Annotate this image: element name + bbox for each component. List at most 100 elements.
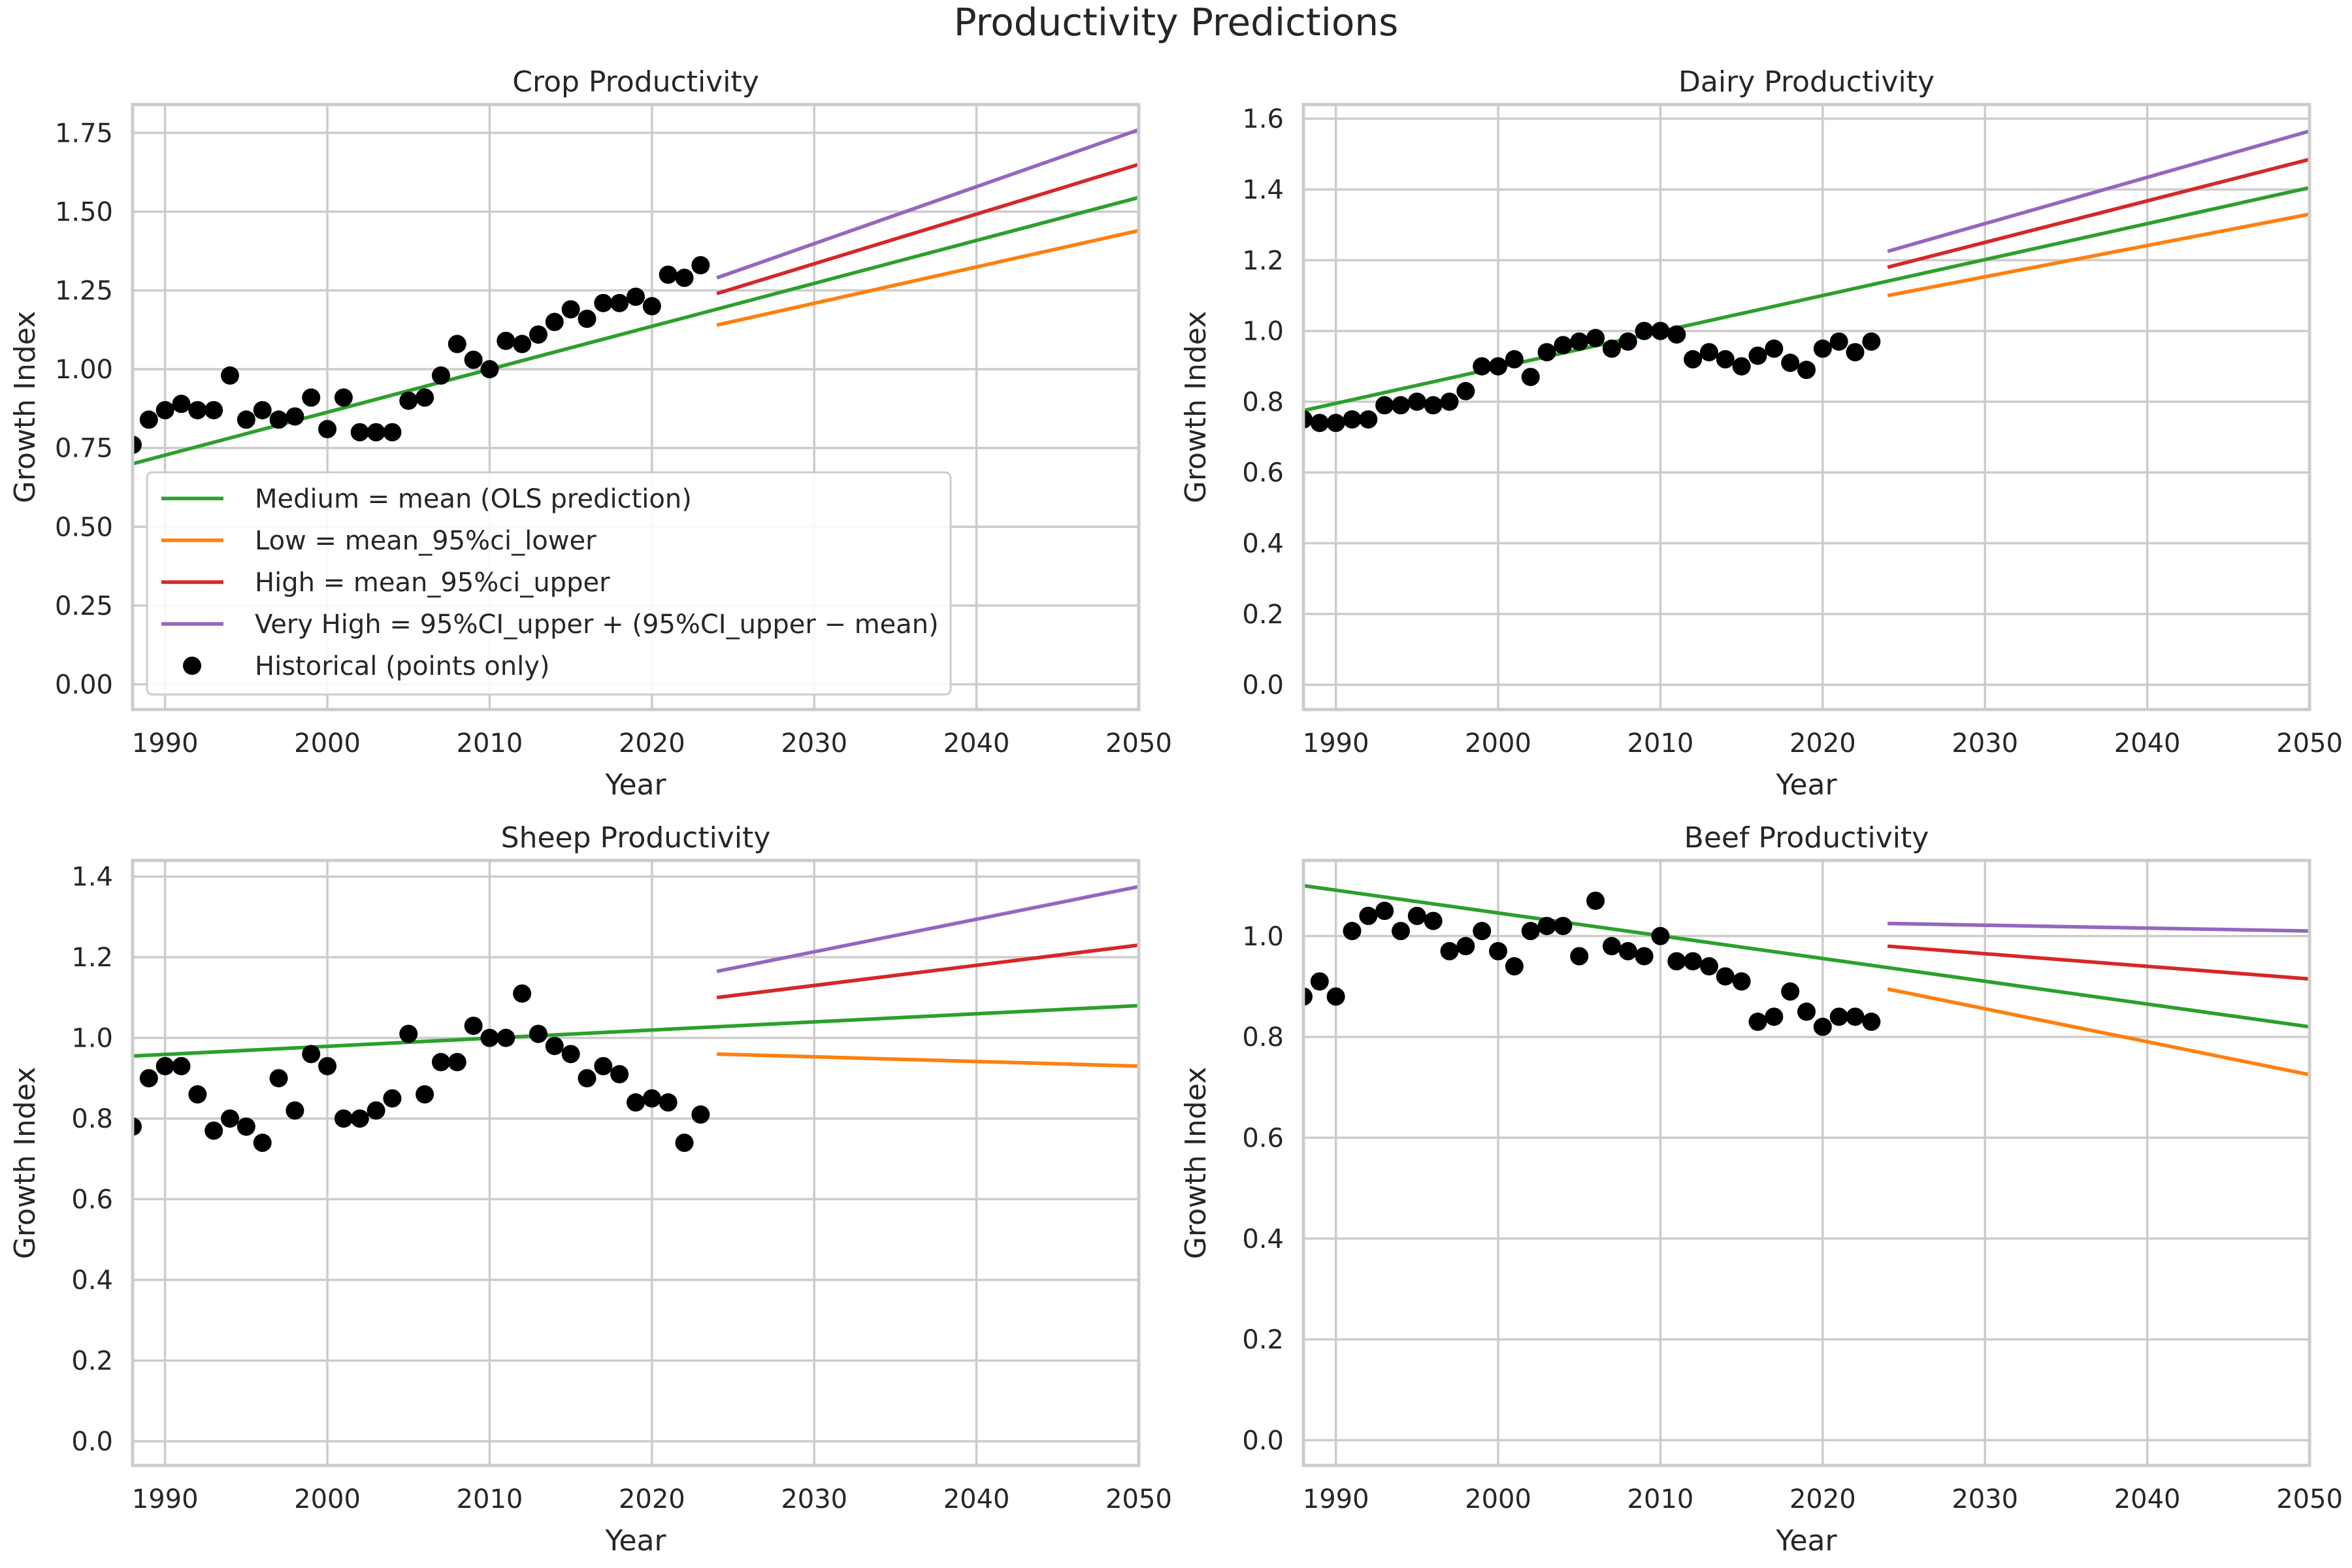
chart-3-historical-point	[383, 1089, 402, 1108]
chart-4-xtick-label: 2010	[1627, 1484, 1694, 1514]
chart-3: 0.0 0.2 0.4 0.6 0.8 1.0 1.2 1.4 1990 2000 2010 2020…	[8, 821, 1172, 1558]
chart-3-historical-point	[529, 1024, 547, 1043]
chart-2-ytick-label: 1.4	[1242, 175, 1284, 205]
chart-3-ylabel: Growth Index	[8, 1067, 42, 1259]
chart-4-xtick-label: 1990	[1303, 1484, 1369, 1514]
chart-3-historical-point	[561, 1045, 580, 1064]
chart-3-historical-point	[188, 1085, 207, 1104]
chart-3-xlabel: Year	[604, 1524, 666, 1558]
chart-1-historical-point	[529, 325, 547, 344]
chart-3-series-high	[716, 943, 1139, 1000]
chart-3-historical-point	[578, 1069, 596, 1088]
chart-4-historical-point	[1359, 906, 1378, 925]
chart-1-ytick-label: 0.25	[55, 591, 113, 621]
chart-3-historical-point	[497, 1028, 515, 1047]
chart-4-xlabel: Year	[1775, 1524, 1837, 1558]
chart-1-historical-point	[139, 410, 158, 429]
chart-2-historical-point	[1699, 343, 1718, 362]
chart-4-historical-point	[1748, 1012, 1767, 1031]
chart-1-historical-point	[561, 300, 580, 319]
chart-2-historical-point	[1781, 353, 1800, 372]
chart-3-ytick-label: 1.0	[71, 1024, 113, 1054]
chart-4-frame	[1301, 858, 2311, 1467]
chart-1-legend-label: Low = mean_95%ci_lower	[255, 526, 596, 556]
chart-1-historical-point	[610, 293, 629, 312]
chart-3-historical-point	[133, 1117, 142, 1136]
chart-1-legend-label: High = mean_95%ci_upper	[255, 568, 610, 598]
chart-2-historical-point	[1716, 350, 1735, 368]
chart-3-historical-point	[416, 1085, 434, 1104]
chart-2-historical-point	[1359, 410, 1378, 429]
chart-4-historical-point	[1716, 967, 1735, 986]
chart-4-historical-point	[1846, 1007, 1865, 1026]
chart-4-series-medium	[1303, 883, 2310, 1029]
chart-2-xlabel: Year	[1775, 768, 1837, 802]
chart-2-historical-point	[1797, 361, 1816, 380]
chart-2-plot-area	[1303, 129, 2310, 433]
chart-4-historical-point	[1343, 922, 1362, 941]
chart-3-historical-point	[448, 1053, 466, 1071]
chart-4-title: Beef Productivity	[1684, 821, 1929, 855]
chart-3-historical-point	[286, 1101, 304, 1120]
chart-1-historical-point	[675, 269, 694, 287]
chart-2-historical-point	[1310, 414, 1329, 433]
chart-4-xtick-label: 2050	[2276, 1484, 2343, 1514]
chart-4-ytick-label: 0.0	[1242, 1426, 1284, 1456]
chart-4-historical-point	[1699, 957, 1718, 976]
chart-4-historical-point	[1618, 941, 1637, 960]
chart-4-historical-point	[1765, 1007, 1784, 1026]
chart-2-ytick-label: 0.6	[1242, 458, 1284, 488]
chart-4-historical-point	[1375, 902, 1394, 921]
chart-4-xtick-label: 2040	[2114, 1484, 2181, 1514]
chart-2-xtick-label: 2030	[1952, 728, 2018, 759]
chart-2-xtick-label: 2010	[1627, 728, 1694, 759]
chart-2-historical-point	[1570, 332, 1589, 351]
chart-4-historical-point	[1781, 982, 1800, 1001]
chart-2-historical-point	[1635, 321, 1654, 340]
chart-3-plot-area	[133, 885, 1139, 1152]
chart-2-historical-point	[1407, 392, 1426, 411]
chart-3-historical-point	[139, 1069, 158, 1088]
chart-1-historical-point	[464, 350, 483, 369]
chart-4-historical-point	[1489, 941, 1508, 960]
chart-3-historical-point	[367, 1101, 385, 1120]
chart-1-historical-point	[237, 410, 255, 429]
chart-1-historical-point	[318, 419, 337, 438]
chart-1-xtick-label: 2050	[1105, 728, 1172, 759]
chart-1-historical-point	[513, 335, 532, 353]
chart-3-xtick-label: 2040	[943, 1484, 1010, 1514]
chart-2-xtick-label: 2050	[2276, 728, 2343, 759]
chart-2-historical-point	[1375, 396, 1394, 415]
chart-1-historical-point	[399, 391, 418, 410]
chart-2-xtick-label: 2040	[2114, 728, 2181, 759]
chart-1-ytick-label: 0.75	[55, 434, 113, 464]
chart-2-historical-point	[1554, 336, 1573, 355]
chart-2-historical-point	[1586, 329, 1605, 348]
chart-1-legend-label: Medium = mean (OLS prediction)	[255, 484, 692, 514]
chart-2-historical-point	[1732, 357, 1751, 376]
chart-2-series-high	[1887, 157, 2310, 269]
chart-2-ytick-label: 1.0	[1242, 317, 1284, 347]
chart-1-historical-point	[627, 287, 645, 306]
chart-2-historical-point	[1862, 332, 1881, 351]
chart-3-historical-point	[545, 1036, 564, 1055]
chart-1-ytick-label: 1.25	[55, 276, 113, 306]
chart-1-historical-point	[448, 335, 466, 353]
chart-1-historical-point	[269, 410, 288, 429]
chart-4-historical-point	[1392, 922, 1411, 941]
chart-2-historical-point	[1424, 396, 1443, 415]
chart-1-historical-point	[545, 312, 564, 331]
chart-1-historical-point	[172, 395, 191, 414]
chart-2-ylabel: Growth Index	[1179, 311, 1213, 503]
chart-3-xtick-label: 2020	[619, 1484, 685, 1514]
chart-4-historical-point	[1407, 906, 1426, 925]
chart-3-historical-point	[253, 1134, 272, 1152]
chart-1-plot-area	[133, 127, 1139, 466]
chart-3-historical-point	[642, 1089, 661, 1108]
chart-1-historical-point	[253, 400, 272, 419]
chart-1-ytick-label: 1.50	[55, 197, 113, 227]
chart-1: 0.00 0.25 0.50 0.75 1.00 1.25 1.50 1.75 1990 2000…	[8, 65, 1172, 802]
chart-3-ytick-label: 0.2	[71, 1346, 113, 1376]
chart-1-historical-point	[350, 423, 369, 442]
chart-1-ylabel: Growth Index	[8, 311, 42, 503]
